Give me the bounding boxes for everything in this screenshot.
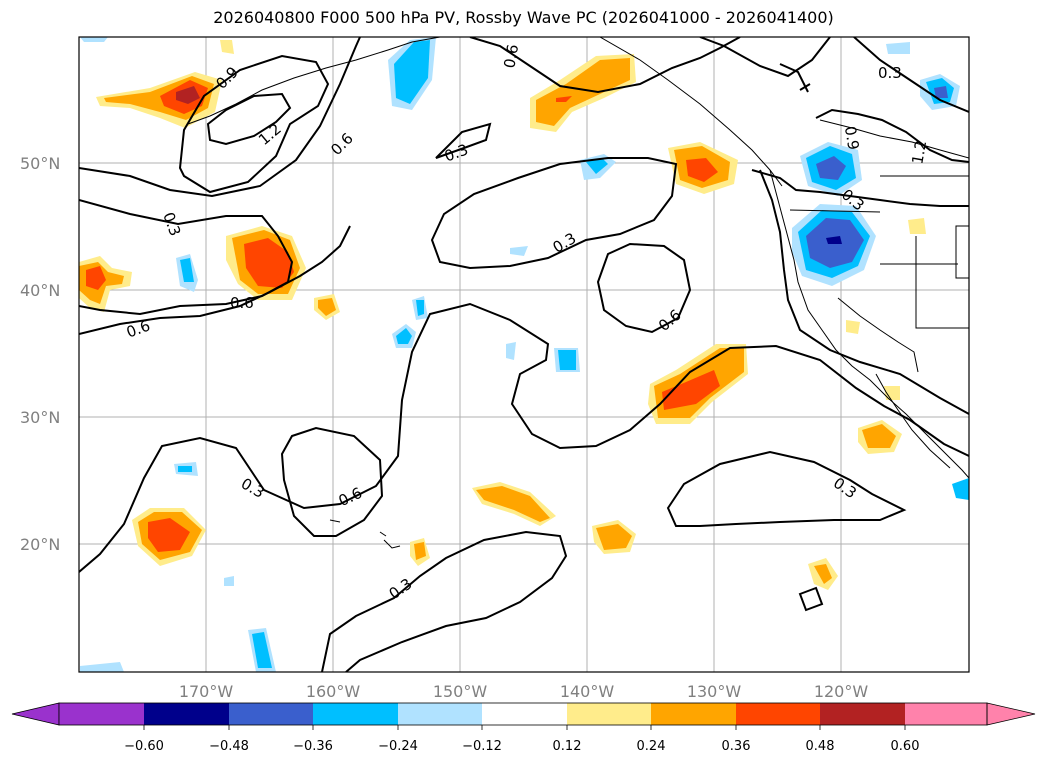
pv-anomaly-blob	[814, 564, 832, 584]
colorbar-extend-max	[986, 702, 1036, 726]
pv-anomaly-blob	[80, 662, 124, 672]
colorbar-bin	[820, 703, 905, 725]
colorbar-bin	[313, 703, 398, 725]
pv-anomaly-blob	[394, 40, 430, 104]
pv-anomaly-blob	[252, 632, 272, 668]
lat-label: 50°N	[20, 154, 60, 173]
lat-label: 30°N	[20, 408, 60, 427]
colorbar: −0.60 −0.48 −0.36 −0.24 −0.12 0.12 0.24 …	[11, 702, 1036, 754]
contour-label: 1.2	[908, 139, 930, 166]
colorbar-tick-label: 0.24	[637, 739, 666, 754]
pv-anomaly-blob	[80, 37, 108, 42]
latitude-labels: 50°N 40°N 30°N 20°N	[20, 154, 60, 554]
pv-anomaly-blob	[180, 258, 194, 282]
lon-label: 140°W	[560, 682, 615, 701]
pv-anomaly-blob	[826, 236, 842, 244]
colorbar-tick-label: 0.48	[806, 739, 835, 754]
pv-anomaly-blob	[86, 266, 106, 290]
colorbar-tick-label: 0.12	[553, 739, 582, 754]
pv-anomaly-blob	[178, 466, 192, 472]
contour-label: 0.6	[230, 294, 254, 312]
colorbar-tick-label: 0.36	[722, 739, 751, 754]
pv-anomaly-blob	[816, 156, 846, 180]
pv-negative-anomalies	[80, 37, 969, 672]
pv-positive-anomalies	[79, 40, 926, 590]
pv-anomaly-blob	[510, 246, 528, 256]
lat-label: 40°N	[20, 281, 60, 300]
lat-label: 20°N	[20, 535, 60, 554]
pv-anomaly-blob	[884, 386, 900, 400]
colorbar-bin	[567, 703, 651, 725]
pv-anomaly-blob	[224, 576, 234, 586]
colorbar-tick-label: −0.36	[293, 739, 333, 754]
pv-anomaly-blob	[318, 298, 336, 316]
pv-anomaly-blob	[934, 86, 948, 98]
lon-label: 130°W	[687, 682, 742, 701]
pv-anomaly-blob	[556, 96, 572, 102]
colorbar-tick-label: −0.24	[378, 739, 418, 754]
pv-anomaly-blob	[662, 370, 720, 410]
lon-label: 170°W	[179, 682, 234, 701]
colorbar-bin	[651, 703, 736, 725]
pv-anomaly-blob	[244, 238, 294, 288]
contour-label: 0.3	[878, 64, 902, 82]
colorbar-bin	[398, 703, 482, 725]
colorbar-bin	[59, 703, 144, 725]
pv-anomaly-blob	[886, 42, 910, 54]
pv-anomaly-blob	[176, 86, 200, 104]
pv-anomaly-blob	[596, 524, 632, 550]
colorbar-bin	[736, 703, 820, 725]
pv-anomaly-blob	[846, 320, 860, 334]
pv-anomaly-blob	[220, 40, 234, 54]
colorbar-bin	[229, 703, 313, 725]
colorbar-bin	[482, 703, 567, 725]
pv-anomaly-blob	[396, 328, 412, 344]
colorbar-extend-min	[11, 702, 60, 726]
pv-anomaly-blob	[586, 158, 608, 174]
pv-anomaly-blob	[862, 424, 896, 448]
lon-label: 150°W	[433, 682, 488, 701]
colorbar-tick-label: −0.48	[209, 739, 249, 754]
colorbar-tick-label: −0.60	[124, 739, 164, 754]
pv-anomaly-blob	[506, 342, 516, 360]
longitude-labels: 170°W 160°W 150°W 140°W 130°W 120°W	[179, 682, 869, 701]
coastlines	[187, 37, 969, 549]
colorbar-bin	[144, 703, 229, 725]
pv-anomaly-blob	[148, 518, 190, 552]
pv-anomaly-blob	[414, 542, 426, 560]
plot-frame	[78, 36, 970, 673]
colorbar-bin	[905, 703, 987, 725]
pv-anomaly-blob	[416, 300, 424, 316]
colorbar-tick-label: 0.60	[891, 739, 920, 754]
lon-label: 120°W	[814, 682, 869, 701]
pv-anomaly-blob	[952, 478, 969, 500]
lon-label: 160°W	[306, 682, 361, 701]
pv-contours	[79, 37, 969, 672]
contour-label: 0.9	[841, 125, 863, 152]
pv-anomaly-blob	[476, 486, 550, 522]
pv-anomaly-blob	[536, 58, 630, 126]
map-title: 2026040800 F000 500 hPa PV, Rossby Wave …	[213, 8, 834, 27]
pv-anomaly-blob	[908, 218, 926, 234]
colorbar-tick-label: −0.12	[462, 739, 502, 754]
colorbar-frame	[58, 702, 988, 726]
pv-anomaly-blob	[558, 350, 576, 370]
pv-anomaly-blob	[686, 158, 718, 182]
contour-label: 0.6	[500, 43, 522, 70]
